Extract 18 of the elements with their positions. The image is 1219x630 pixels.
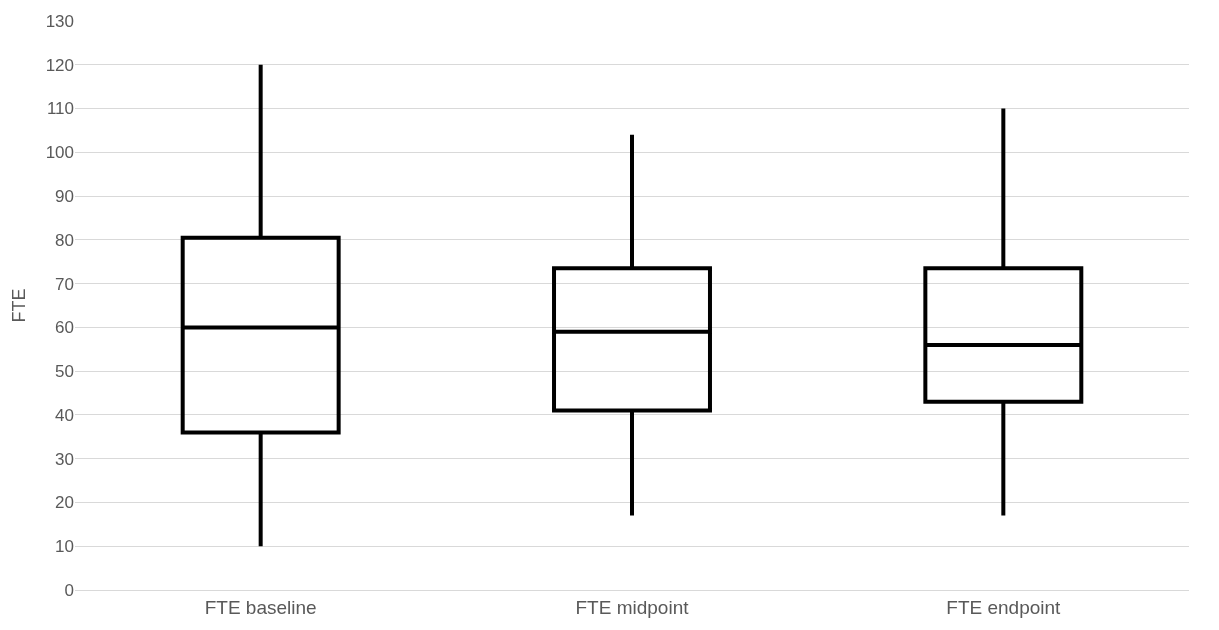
y-tick-label: 20 bbox=[55, 493, 74, 513]
y-tick-label: 120 bbox=[45, 55, 74, 75]
y-axis-title: FTE bbox=[8, 288, 29, 323]
y-tick-label: 90 bbox=[55, 187, 74, 207]
x-tick-label: FTE endpoint bbox=[946, 596, 1062, 618]
y-tick-label: 30 bbox=[55, 449, 74, 469]
y-tick-label: 0 bbox=[64, 580, 74, 600]
y-tick-label: 130 bbox=[45, 11, 74, 31]
y-tick-label: 10 bbox=[55, 537, 74, 557]
x-tick-label: FTE midpoint bbox=[575, 596, 690, 618]
y-tick-label: 100 bbox=[45, 143, 74, 163]
y-tick-label: 60 bbox=[55, 318, 74, 338]
y-tick-label: 50 bbox=[55, 362, 74, 382]
y-tick-label: 110 bbox=[46, 99, 74, 119]
x-tick-label: FTE baseline bbox=[204, 596, 317, 618]
y-tick-label: 40 bbox=[55, 405, 74, 425]
y-tick-label: 70 bbox=[55, 274, 74, 294]
y-tick-label: 80 bbox=[55, 230, 74, 250]
